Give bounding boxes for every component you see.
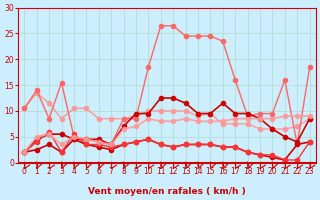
X-axis label: Vent moyen/en rafales ( km/h ): Vent moyen/en rafales ( km/h ) — [88, 187, 246, 196]
